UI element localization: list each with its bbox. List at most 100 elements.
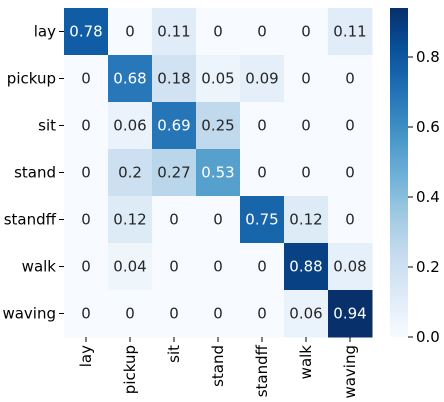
y-tick-label-standff: standff bbox=[4, 211, 57, 229]
heatmap-cell-4-5 bbox=[284, 196, 329, 244]
heatmap-cells bbox=[64, 8, 373, 338]
heatmap-cell-0-2 bbox=[152, 8, 197, 56]
heatmap-cell-0-0 bbox=[64, 8, 109, 56]
heatmap-cell-3-6 bbox=[328, 149, 373, 197]
cell-value-label-4-4: 0.75 bbox=[245, 211, 278, 229]
heatmap-cell-5-1 bbox=[108, 243, 153, 291]
x-tick-label-waving: waving bbox=[341, 345, 359, 399]
heatmap-cell-6-2 bbox=[152, 290, 197, 338]
y-tick-label-walk: walk bbox=[22, 258, 57, 276]
heatmap-cell-3-1 bbox=[108, 149, 153, 197]
cell-value-label-3-4: 0 bbox=[257, 164, 267, 182]
cell-value-label-6-5: 0.06 bbox=[289, 305, 322, 323]
cell-value-label-1-6: 0 bbox=[345, 70, 355, 88]
cell-value-label-6-2: 0 bbox=[169, 305, 179, 323]
heatmap-cell-5-3 bbox=[196, 243, 241, 291]
heatmap-cell-3-0 bbox=[64, 149, 109, 197]
heatmap-cell-6-0 bbox=[64, 290, 109, 338]
cell-value-label-3-3: 0.53 bbox=[201, 164, 234, 182]
colorbar-tick-label-0: 0.0 bbox=[416, 328, 440, 346]
x-tick-label-sit: sit bbox=[165, 345, 183, 363]
heatmap-cell-2-5 bbox=[284, 102, 329, 150]
y-tick-label-sit: sit bbox=[38, 117, 56, 135]
heatmap-cell-1-1 bbox=[108, 55, 153, 103]
heatmap-cell-4-4 bbox=[240, 196, 285, 244]
heatmap-cell-3-4 bbox=[240, 149, 285, 197]
cell-value-label-5-3: 0 bbox=[213, 258, 223, 276]
cell-value-label-3-6: 0 bbox=[345, 164, 355, 182]
cell-value-label-4-5: 0.12 bbox=[289, 211, 322, 229]
cell-value-label-5-2: 0 bbox=[169, 258, 179, 276]
heatmap-cell-6-4 bbox=[240, 290, 285, 338]
heatmap-cell-1-2 bbox=[152, 55, 197, 103]
heatmap-cell-0-3 bbox=[196, 8, 241, 56]
heatmap-cell-4-3 bbox=[196, 196, 241, 244]
cell-value-label-2-5: 0 bbox=[301, 117, 311, 135]
cell-value-label-3-2: 0.27 bbox=[157, 164, 190, 182]
heatmap-cell-1-3 bbox=[196, 55, 241, 103]
heatmap-cell-1-5 bbox=[284, 55, 329, 103]
colorbar-tick-label-2: 0.4 bbox=[416, 188, 440, 206]
x-tick-label-stand: stand bbox=[209, 345, 227, 387]
heatmap-cell-2-4 bbox=[240, 102, 285, 150]
heatmap-cell-4-0 bbox=[64, 196, 109, 244]
cell-value-label-2-6: 0 bbox=[345, 117, 355, 135]
heatmap-cell-6-5 bbox=[284, 290, 329, 338]
cell-value-label-4-6: 0 bbox=[345, 211, 355, 229]
cell-value-label-2-4: 0 bbox=[257, 117, 267, 135]
heatmap-cell-0-6 bbox=[328, 8, 373, 56]
colorbar-tick-label-3: 0.6 bbox=[416, 118, 440, 136]
heatmap-cell-6-1 bbox=[108, 290, 153, 338]
heatmap-cell-4-2 bbox=[152, 196, 197, 244]
heatmap-cell-5-6 bbox=[328, 243, 373, 291]
cell-value-label-2-1: 0.06 bbox=[113, 117, 146, 135]
colorbar-gradient bbox=[390, 8, 408, 337]
y-tick-label-waving: waving bbox=[2, 305, 56, 323]
colorbar-tick-label-1: 0.2 bbox=[416, 258, 440, 276]
heatmap-cell-5-5 bbox=[284, 243, 329, 291]
cell-value-label-5-5: 0.88 bbox=[289, 258, 322, 276]
cell-value-label-6-1: 0 bbox=[125, 305, 135, 323]
cell-value-label-0-1: 0 bbox=[125, 23, 135, 41]
cell-value-label-0-4: 0 bbox=[257, 23, 267, 41]
heatmap-cell-2-2 bbox=[152, 102, 197, 150]
cell-value-label-5-6: 0.08 bbox=[333, 258, 366, 276]
cell-value-label-3-0: 0 bbox=[81, 164, 91, 182]
heatmap-cell-1-4 bbox=[240, 55, 285, 103]
cell-value-label-2-0: 0 bbox=[81, 117, 91, 135]
colorbar: 0.0 0.2 0.4 0.6 0.8 bbox=[390, 8, 440, 346]
heatmap-value-labels: 0.78 0 0.11 0 0 0 0.11 0 0.68 0.18 0.05 0.09 0 0 0 0.06… bbox=[69, 23, 366, 323]
cell-value-label-4-1: 0.12 bbox=[113, 211, 146, 229]
cell-value-label-0-2: 0.11 bbox=[157, 23, 190, 41]
heatmap-cell-0-1 bbox=[108, 8, 153, 56]
heatmap-cell-0-5 bbox=[284, 8, 329, 56]
cell-value-label-5-4: 0 bbox=[257, 258, 267, 276]
x-tick-label-walk: walk bbox=[297, 345, 315, 380]
cell-value-label-4-3: 0 bbox=[213, 211, 223, 229]
cell-value-label-0-3: 0 bbox=[213, 23, 223, 41]
heatmap-cell-3-5 bbox=[284, 149, 329, 197]
heatmap-cell-1-0 bbox=[64, 55, 109, 103]
cell-value-label-1-1: 0.68 bbox=[113, 70, 146, 88]
x-tick-label-lay: lay bbox=[77, 345, 95, 367]
cell-value-label-1-5: 0 bbox=[301, 70, 311, 88]
y-tick-label-lay: lay bbox=[34, 23, 56, 41]
heatmap-cell-6-6 bbox=[328, 290, 373, 338]
heatmap-cell-2-6 bbox=[328, 102, 373, 150]
heatmap-cell-2-0 bbox=[64, 102, 109, 150]
cell-value-label-4-2: 0 bbox=[169, 211, 179, 229]
cell-value-label-1-2: 0.18 bbox=[157, 70, 190, 88]
cell-value-label-2-3: 0.25 bbox=[201, 117, 234, 135]
cell-value-label-6-0: 0 bbox=[81, 305, 91, 323]
cell-value-label-5-0: 0 bbox=[81, 258, 91, 276]
colorbar-tick-label-4: 0.8 bbox=[416, 48, 440, 66]
cell-value-label-5-1: 0.04 bbox=[113, 258, 146, 276]
x-tick-label-standff: standff bbox=[253, 344, 271, 397]
heatmap-cell-6-3 bbox=[196, 290, 241, 338]
heatmap-cell-5-0 bbox=[64, 243, 109, 291]
x-tick-label-pickup: pickup bbox=[121, 345, 139, 394]
cell-value-label-6-3: 0 bbox=[213, 305, 223, 323]
y-axis-ticks: lay pickup sit stand standff walk waving bbox=[2, 23, 64, 323]
